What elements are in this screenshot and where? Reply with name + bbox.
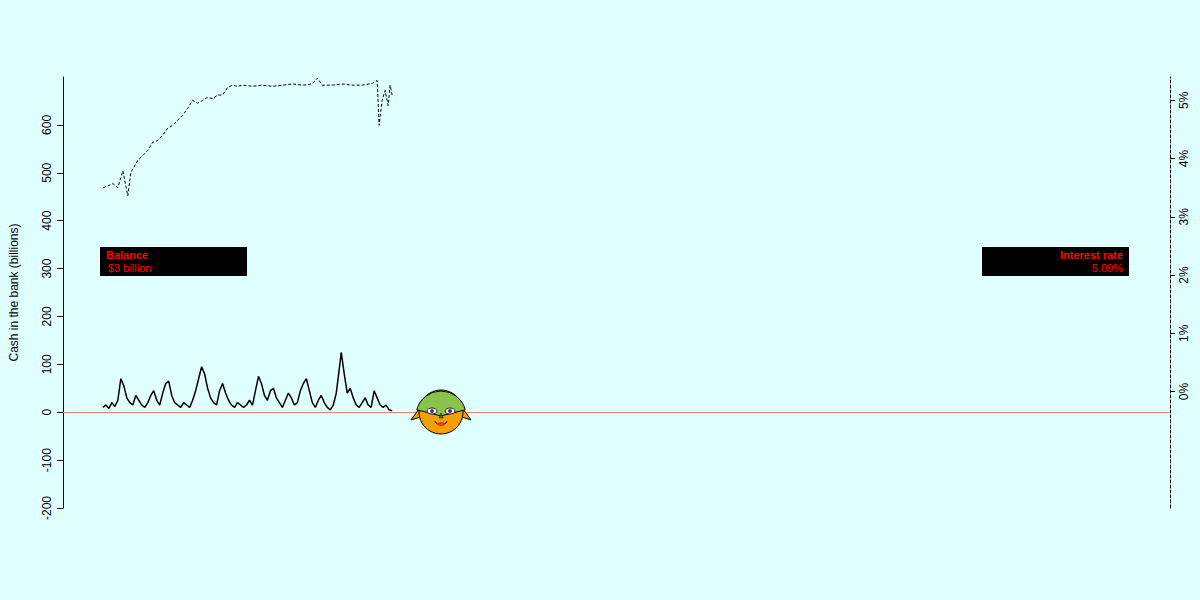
svg-text:$3 billion: $3 billion	[108, 262, 151, 274]
svg-text:600: 600	[40, 115, 54, 135]
svg-text:400: 400	[40, 210, 54, 230]
svg-text:300: 300	[40, 258, 54, 278]
svg-text:-200: -200	[40, 496, 54, 520]
svg-text:1%: 1%	[1177, 324, 1191, 342]
svg-text:500: 500	[40, 162, 54, 182]
svg-text:5%: 5%	[1177, 91, 1191, 109]
svg-text:0: 0	[40, 409, 54, 416]
svg-text:5.09%: 5.09%	[1092, 262, 1123, 274]
svg-text:-100: -100	[40, 448, 54, 472]
svg-text:2%: 2%	[1177, 266, 1191, 284]
svg-text:Balance: Balance	[106, 249, 148, 261]
svg-text:200: 200	[40, 306, 54, 326]
svg-text:3%: 3%	[1177, 208, 1191, 226]
svg-text:4%: 4%	[1177, 150, 1191, 168]
svg-text:Cash in the bank (billions): Cash in the bank (billions)	[7, 223, 21, 361]
svg-text:0%: 0%	[1177, 383, 1191, 401]
svg-text:Interest rate: Interest rate	[1060, 249, 1123, 261]
svg-text:100: 100	[40, 354, 54, 374]
